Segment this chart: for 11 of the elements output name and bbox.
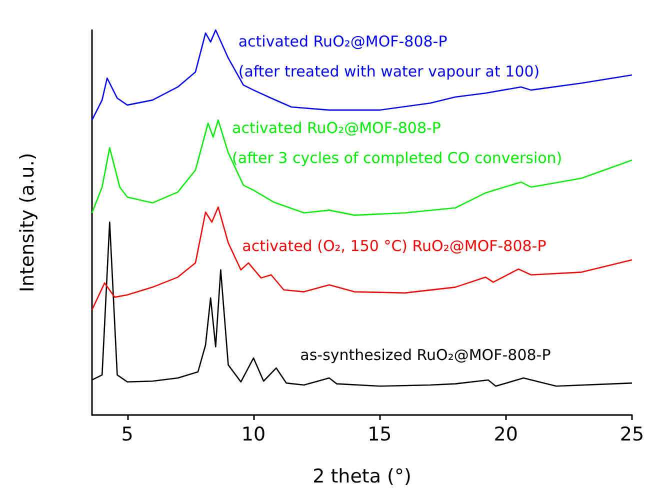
series-label: activated RuO₂@MOF-808-P (after treated with water vapour at 100): [238, 32, 540, 81]
x-tick-label: 15: [368, 424, 392, 446]
series-label: activated (O₂, 150 °C) RuO₂@MOF-808-P: [242, 236, 546, 255]
y-axis-title: Intensity (a.u.): [16, 152, 38, 292]
x-tick-label: 25: [620, 424, 644, 446]
series-label: as-synthesized RuO₂@MOF-808-P: [300, 346, 551, 364]
x-tick-label: 20: [494, 424, 518, 446]
x-tick-label: 10: [241, 424, 266, 446]
x-axis-title: 2 theta (°): [312, 466, 412, 488]
x-tick-label: 5: [121, 424, 134, 446]
series-label: activated RuO₂@MOF-808-P (after 3 cycles of completed CO conversion): [232, 119, 562, 168]
